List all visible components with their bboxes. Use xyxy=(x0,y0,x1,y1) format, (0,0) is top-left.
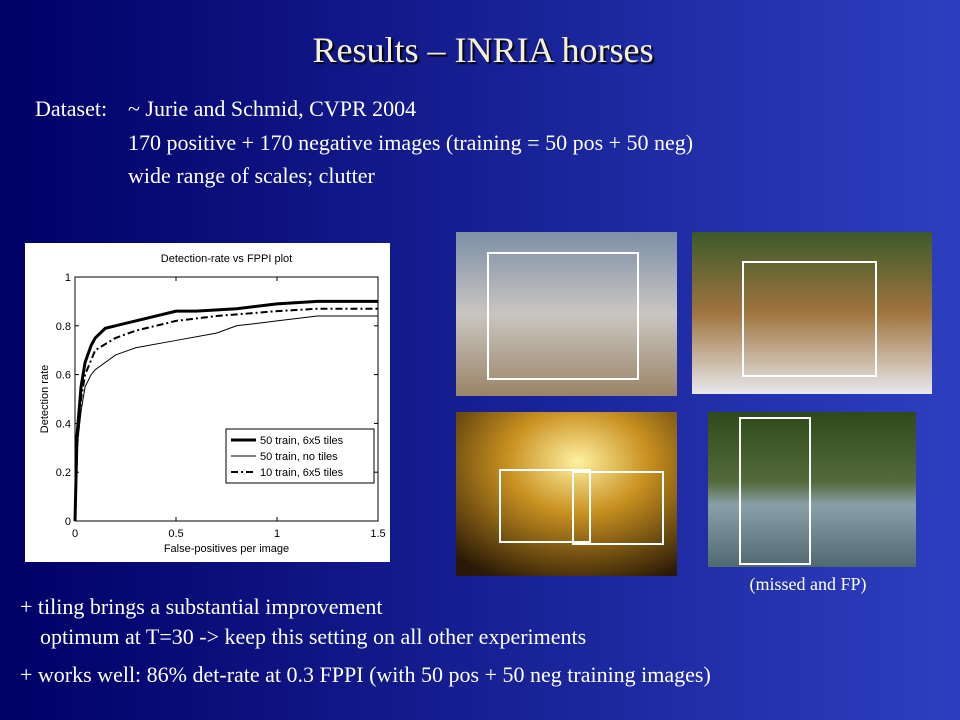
photo xyxy=(708,412,916,567)
y-tick-label: 1 xyxy=(65,272,71,284)
x-tick-label: 1.5 xyxy=(370,528,385,540)
detection-box xyxy=(739,417,811,565)
y-tick-label: 0.2 xyxy=(56,467,71,479)
chart-background xyxy=(25,243,390,562)
legend-label: 50 train, 6x5 tiles xyxy=(260,435,344,447)
detection-box xyxy=(499,469,591,543)
dataset-line: wide range of scales; clutter xyxy=(128,163,375,188)
series-line xyxy=(74,315,378,522)
photo-caption: (missed and FP) xyxy=(750,574,867,595)
x-tick-label: 0.5 xyxy=(168,528,183,540)
dataset-line: 170 positive + 170 negative images (trai… xyxy=(128,130,693,155)
x-tick-label: 0 xyxy=(72,528,78,540)
plot-frame xyxy=(74,276,379,522)
chart: Detection-rate vs FPPI plot False-positiv… xyxy=(25,243,390,562)
chart-title: Detection-rate vs FPPI plot xyxy=(161,253,292,265)
dataset-label: Dataset: xyxy=(35,96,107,121)
y-tick-label: 0.4 xyxy=(56,418,71,430)
dataset-line: ~ Jurie and Schmid, CVPR 2004 xyxy=(128,96,416,121)
bullet: + tiling brings a substantial improvemen… xyxy=(20,594,383,619)
photo xyxy=(456,232,677,396)
x-tick-label: 1 xyxy=(274,528,280,540)
legend-label: 50 train, no tiles xyxy=(260,451,338,463)
detection-box xyxy=(742,261,877,377)
photo xyxy=(692,232,932,394)
x-axis-label: False-positives per image xyxy=(164,543,289,555)
slide-title: Results – INRIA horses xyxy=(313,30,654,70)
y-axis-label: Detection rate xyxy=(39,365,51,433)
y-tick-label: 0.6 xyxy=(56,370,71,382)
photos xyxy=(456,232,932,576)
y-tick-label: 0 xyxy=(65,516,71,528)
series-line xyxy=(73,299,378,522)
legend-label: 10 train, 6x5 tiles xyxy=(260,467,344,479)
detection-box xyxy=(487,252,639,380)
bullet: + works well: 86% det-rate at 0.3 FPPI (… xyxy=(20,662,711,687)
y-tick-label: 0.8 xyxy=(56,321,71,333)
detection-box xyxy=(572,471,664,545)
photo xyxy=(456,412,677,576)
bullet: optimum at T=30 -> keep this setting on … xyxy=(40,624,586,649)
